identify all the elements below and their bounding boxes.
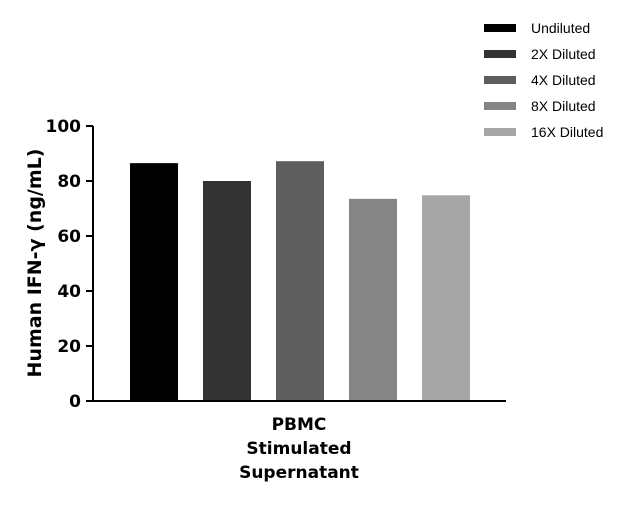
legend-swatch [484,102,516,110]
y-tick-label: 20 [57,337,81,357]
y-tick-label: 80 [57,172,81,192]
category-label-line: Supernatant [239,463,359,483]
legend-entry-label: 8X Diluted [531,98,596,114]
bar-4x-diluted [276,161,324,401]
y-axis-title: Human IFN-γ (ng/mL) [24,149,46,378]
bar-16x-diluted [422,195,470,401]
legend-swatch [484,24,516,32]
legend-entry-label: Undiluted [531,20,590,36]
legend-swatch [484,128,516,136]
y-tick-label: 0 [69,392,81,412]
legend-swatch [484,76,516,84]
y-ticks-group: 0 20 40 60 80 100 [46,117,93,412]
bar-8x-diluted [349,198,397,401]
y-tick-label: 100 [46,117,82,137]
legend-entry-label: 2X Diluted [531,46,596,62]
legend: Undiluted 2X Diluted 4X Diluted 8X Diluted 1… [484,20,603,140]
category-label-line: Stimulated [246,439,351,459]
y-tick-label: 60 [57,227,81,247]
axes-group [92,126,506,402]
bar-2x-diluted [203,181,251,401]
category-label: PBMC Stimulated Supernatant [239,415,359,483]
legend-swatch [484,50,516,58]
bars-group [130,161,470,401]
bar-undiluted [130,163,178,401]
y-tick-label: 40 [57,282,81,302]
legend-entry-label: 16X Diluted [531,124,603,140]
legend-entry-label: 4X Diluted [531,72,596,88]
category-label-line: PBMC [272,415,327,435]
